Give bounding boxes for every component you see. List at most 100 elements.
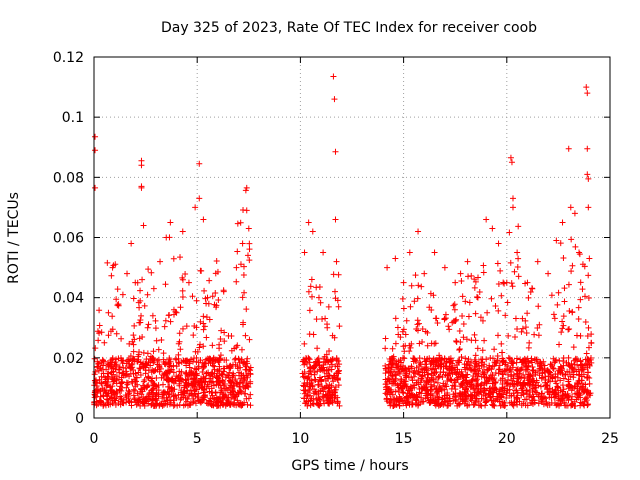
data-point [402,378,409,385]
data-point [426,304,433,311]
data-point [389,372,396,379]
data-point [299,358,306,365]
data-point [509,364,516,371]
data-point [584,373,591,380]
data-point [165,376,172,383]
data-point [453,338,460,345]
data-point [482,399,489,406]
data-point [585,401,592,408]
data-point [509,204,516,211]
data-point [419,326,426,333]
data-point [406,348,413,355]
data-point [414,295,421,302]
data-point [91,355,98,362]
data-point [316,402,323,409]
data-point [243,184,250,191]
data-point [518,392,525,399]
y-tick-label: 0.04 [53,291,84,307]
data-point [504,362,511,369]
data-point [233,264,240,271]
data-point [518,359,525,366]
data-point [317,299,324,306]
data-point [331,288,338,295]
data-point [116,363,123,370]
data-point [579,261,586,268]
data-point [503,390,510,397]
data-point [231,401,238,408]
data-point [479,317,486,324]
data-point [436,394,443,401]
data-point [210,395,217,402]
data-point [560,313,567,320]
data-point [570,374,577,381]
data-point [140,222,147,229]
data-point [531,331,538,338]
data-point [334,399,341,406]
data-point [454,366,461,373]
data-point [575,304,582,311]
data-point [509,360,516,367]
data-point [491,385,498,392]
data-point [120,400,127,407]
data-point [508,377,515,384]
data-point [237,261,244,268]
data-point [246,240,253,247]
data-point [182,270,189,277]
data-point [323,351,330,358]
data-point [403,317,410,324]
data-point [462,298,469,305]
data-point [188,370,195,377]
data-point [172,377,179,384]
data-point [450,364,457,371]
data-point [206,316,213,323]
data-point [395,331,402,338]
data-point [498,292,505,299]
data-point [172,392,179,399]
data-point [149,386,156,393]
data-point [177,304,184,311]
data-point [238,372,245,379]
data-point [529,285,536,292]
data-point [569,402,576,409]
data-point [459,381,466,388]
data-point [303,398,310,405]
data-point [459,391,466,398]
data-point [566,325,573,332]
data-point [449,360,456,367]
data-point [148,402,155,409]
data-point [412,272,419,279]
data-point [498,349,505,356]
data-point [202,360,209,367]
data-point [480,269,487,276]
y-tick-label: 0 [75,411,84,427]
data-point [525,362,532,369]
data-point [526,339,533,346]
data-point [246,246,253,253]
data-point [508,359,515,366]
data-point [560,386,567,393]
data-point [198,399,205,406]
data-point [195,390,202,397]
data-point [517,356,524,363]
data-point [150,385,157,392]
data-point [107,387,114,394]
data-point [318,383,325,390]
data-point [170,306,177,313]
data-point [153,374,160,381]
data-point [185,392,192,399]
data-point [336,367,343,374]
data-point [201,379,208,386]
data-point [558,364,565,371]
data-point [456,346,463,353]
data-point [228,332,235,339]
data-point [535,400,542,407]
data-point [132,279,139,286]
data-point [308,380,315,387]
data-point [228,347,235,354]
data-point [556,341,563,348]
data-point [187,387,194,394]
data-point [175,359,182,366]
data-point [185,381,192,388]
data-point [537,383,544,390]
data-point [450,397,457,404]
